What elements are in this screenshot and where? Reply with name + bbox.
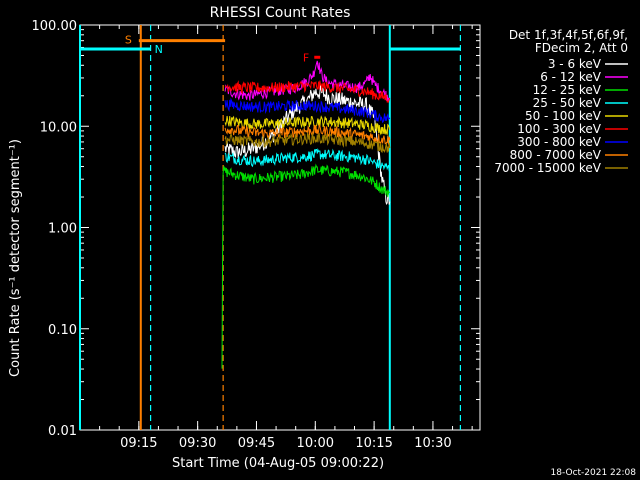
x-tick-label: 10:30 (414, 436, 451, 451)
legend-entry-label: 50 - 100 keV (525, 109, 602, 123)
y-axis-label: Count Rate (s⁻¹ detector segment⁻¹) (8, 139, 23, 377)
x-axis-label: Start Time (04-Aug-05 09:00:22) (172, 456, 384, 471)
annotation-f-label: F (303, 51, 309, 64)
legend: Det 1f,3f,4f,5f,6f,9f, FDecim 2, Att 0 3… (494, 28, 628, 175)
y-tick-label: 1.00 (48, 222, 77, 237)
x-tick-label: 09:30 (179, 436, 216, 451)
chart-title: RHESSI Count Rates (210, 5, 351, 21)
legend-entry-label: 7000 - 15000 keV (494, 161, 601, 175)
y-tick-label: 0.01 (48, 424, 77, 439)
series-line (224, 147, 391, 172)
series-line (224, 97, 391, 124)
series-line (224, 85, 391, 205)
series-line (224, 80, 391, 103)
annotation-layer: S N F (80, 34, 461, 64)
legend-entry-label: 6 - 12 keV (540, 70, 602, 84)
series-line (224, 131, 391, 154)
x-tick-label: 09:45 (238, 436, 275, 451)
footer-timestamp: 18-Oct-2021 22:08 (551, 468, 637, 478)
y-tick-label: 100.00 (32, 19, 78, 34)
x-tick-labels: 09:15 09:30 09:45 10:00 10:15 10:30 (120, 436, 452, 451)
legend-header-line-1: Det 1f,3f,4f,5f,6f,9f, (509, 28, 628, 42)
interval-lines (79, 25, 461, 430)
annotation-n-label: N (155, 43, 163, 56)
axis-ticks (80, 24, 480, 431)
series-line (224, 60, 391, 102)
series-line (221, 163, 391, 369)
x-tick-label: 10:00 (297, 436, 334, 451)
x-tick-label: 10:15 (355, 436, 392, 451)
legend-header-line-2: FDecim 2, Att 0 (535, 41, 628, 55)
legend-entry-label: 3 - 6 keV (548, 57, 602, 71)
y-tick-label: 10.00 (40, 120, 77, 135)
x-tick-label: 09:15 (120, 436, 157, 451)
legend-entry-label: 25 - 50 keV (533, 96, 602, 110)
legend-entry-label: 12 - 25 keV (533, 83, 602, 97)
legend-entry-label: 800 - 7000 keV (510, 148, 602, 162)
y-tick-labels: 0.01 0.10 1.00 10.00 100.00 (32, 19, 78, 439)
series-layer (221, 60, 391, 369)
legend-entry-label: 100 - 300 keV (517, 122, 601, 136)
series-line (224, 115, 391, 136)
legend-entry-label: 300 - 800 keV (517, 135, 601, 149)
y-tick-label: 0.10 (48, 323, 77, 338)
annotation-s-label: S (125, 34, 132, 47)
